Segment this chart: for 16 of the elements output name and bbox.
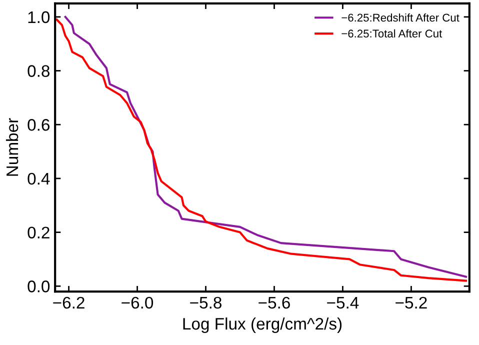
x-tick-label: −6.2 [53,296,84,309]
x-tick-label: −5.6 [258,296,290,309]
y-tick-label: 0.8 [28,65,50,77]
x-tick-label: −5.8 [190,296,222,309]
x-tick-label: −5.2 [396,296,427,309]
y-tick-label: 0.6 [28,119,50,131]
y-tick-label: 0.4 [28,172,50,185]
x-tick-label: −6.0 [122,296,154,309]
y-tick-label: 1.0 [28,11,50,24]
y-tick-label: 0.0 [28,280,50,292]
legend-label: −6.25:Redshift After Cut [342,13,460,22]
x-tick-label: −5.4 [327,297,359,309]
legend-label: −6.25:Total After Cut [342,29,442,38]
x-axis-title: Log Flux (erg/cm^2/s) [183,317,342,334]
y-axis-title: Number [6,118,18,176]
y-tick-label: 0.2 [28,226,50,238]
